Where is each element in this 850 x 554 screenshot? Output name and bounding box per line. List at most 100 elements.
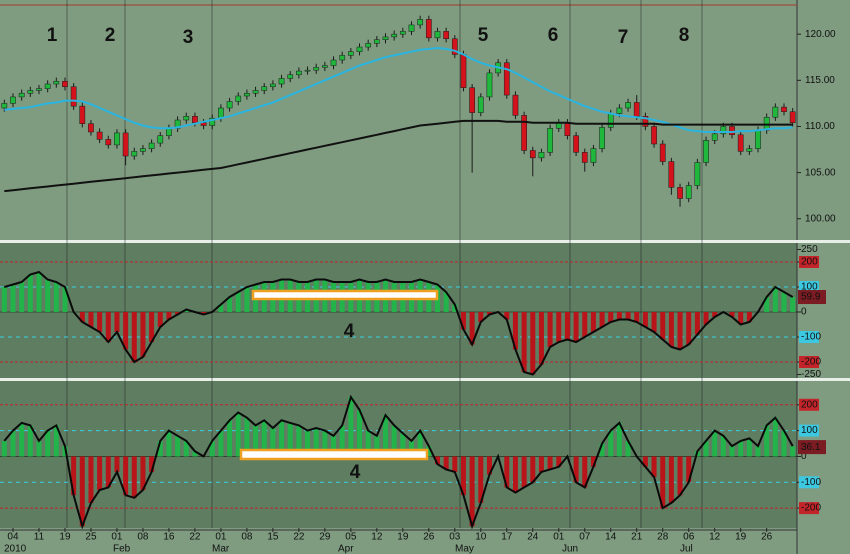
histogram-bar [209,440,215,457]
x-tick-label: 01 [553,532,565,543]
candle-body [755,129,761,149]
candle-body [529,150,536,159]
histogram-bar [105,456,111,488]
histogram-bar [114,312,120,332]
histogram-bar [764,297,770,312]
candle-body [434,31,441,39]
histogram-bar [71,456,77,496]
y-tick-label: 100 [801,425,818,436]
candle-body [365,43,372,48]
candle-body [157,135,164,144]
y-tick-label: 120.00 [805,29,836,40]
x-tick-label: 07 [579,532,591,543]
month-label: Mar [212,544,230,554]
x-tick-label: 22 [293,532,305,543]
candle-body [304,69,311,72]
x-tick-label: 14 [605,532,617,543]
month-label: Jun [562,544,578,554]
candle-body [460,54,467,88]
histogram-bar [97,456,103,491]
annotation: 2 [105,25,116,46]
histogram-bar [123,312,129,350]
histogram-bar [426,446,432,457]
candle-body [521,115,527,151]
candle-body [538,152,545,159]
histogram-bar [434,456,440,465]
histogram-bar [772,287,778,312]
histogram-bar [608,430,614,457]
histogram-bar [573,456,579,483]
histogram-bar [642,456,648,467]
histogram-bar [313,428,319,457]
candle-body [469,87,475,113]
candle-body [737,134,744,152]
histogram-bar [686,312,692,345]
candle-body [261,86,268,91]
histogram-bar [668,456,674,503]
candle-body [642,116,649,127]
x-tick-label: 19 [59,532,71,543]
histogram-bar [781,430,787,457]
candle-body [330,59,337,66]
histogram-bar [608,312,614,322]
annotation: 7 [618,27,629,48]
histogram-bar [79,456,85,527]
histogram-bar [660,312,666,340]
histogram-bar [686,456,692,483]
annotation: 3 [183,27,194,48]
x-tick-label: 10 [475,532,487,543]
candle-body [27,90,34,94]
candle-body [391,33,398,38]
tick-label-box [799,281,819,293]
candle-body [122,132,129,157]
histogram-bar [400,433,406,457]
current-value-label: 36.1 [801,442,821,453]
candle-body [88,123,94,133]
candle-body [581,152,588,163]
candle-body [244,92,250,97]
histogram-bar [36,272,42,312]
histogram-bar [668,312,674,347]
histogram-bar [599,312,605,327]
annotation: 1 [47,25,58,46]
x-tick-label: 22 [189,532,201,543]
candle-body [746,148,753,152]
histogram-bar [235,292,241,312]
y-tick-label: 115.00 [805,75,835,86]
annotation: 4 [350,462,361,483]
histogram-bar [738,440,744,457]
y-tick-label: 110.00 [805,121,835,132]
y-tick-label: -200 [801,503,821,514]
x-tick-label: 21 [631,532,643,543]
y-tick-label: 200 [801,257,818,268]
histogram-bar [244,417,250,457]
candle-body [789,111,796,124]
histogram-bar [460,312,466,330]
indicator-line [4,270,794,376]
histogram-bar [27,425,33,457]
candle-body [166,128,172,136]
histogram-bar [166,312,172,320]
y-tick-label: 100.00 [805,213,836,224]
candle-body [625,102,631,109]
month-label: May [455,544,474,554]
moving-average-line [4,119,793,193]
histogram-bar [157,440,163,457]
histogram-bar [625,312,631,320]
histogram-bar [365,430,371,457]
histogram-bar [53,425,59,457]
tick-label-box [799,398,819,411]
histogram-bar [504,456,510,488]
candle-body [599,127,605,149]
candle-body [607,113,614,128]
histogram-bar [599,443,605,457]
candle-body [10,96,16,104]
histogram-bar [45,430,51,457]
x-tick-label: 24 [527,532,539,543]
histogram-bar [642,312,648,327]
histogram-bar [140,312,146,357]
histogram-bar [374,435,380,457]
histogram-bar [114,456,120,472]
histogram-bar [157,312,163,327]
candle-body [278,78,285,85]
